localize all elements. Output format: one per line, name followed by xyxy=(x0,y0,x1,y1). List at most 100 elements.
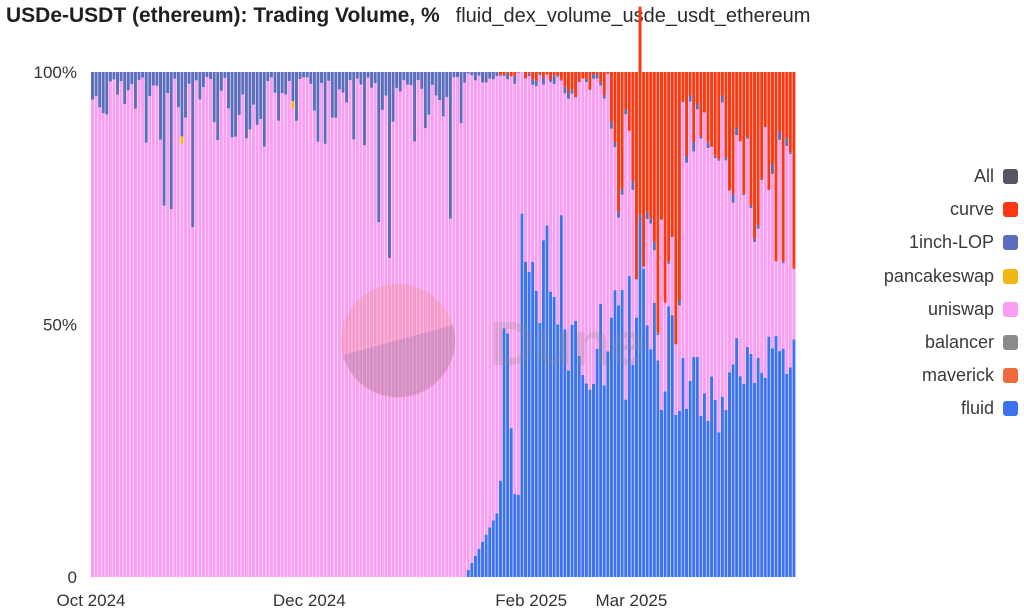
bar-108-1inch-lop xyxy=(477,72,481,76)
bar-81 xyxy=(380,72,384,578)
bar-136-curve xyxy=(577,72,581,82)
legend-item-uniswap[interactable]: uniswap xyxy=(818,293,1018,326)
bar-24-1inch-lop xyxy=(176,72,180,108)
bar-123-uniswap xyxy=(531,84,535,262)
bar-118-1inch-lop xyxy=(513,75,517,84)
bar-51-1inch-lop xyxy=(273,72,277,93)
bar-127 xyxy=(545,72,549,578)
bar-59-uniswap xyxy=(302,77,306,577)
bar-67-1inch-lop xyxy=(330,72,334,118)
bar-83 xyxy=(388,72,392,577)
bar-184-1inch-lop xyxy=(749,204,753,209)
legend-item-curve[interactable]: curve xyxy=(818,193,1018,226)
bar-180-1inch-lop xyxy=(735,127,739,136)
bar-4-1inch-lop xyxy=(105,72,109,115)
bar-110 xyxy=(484,72,488,577)
bar-142-uniswap xyxy=(599,85,603,304)
bar-92-uniswap xyxy=(420,88,424,577)
legend-item-balancer[interactable]: balancer xyxy=(818,326,1018,359)
bar-94 xyxy=(427,72,431,577)
x-tick-label-3: Mar 2025 xyxy=(595,591,667,610)
bar-155-fluid xyxy=(645,325,649,577)
bar-179-fluid xyxy=(731,364,735,577)
bar-108 xyxy=(477,72,481,577)
bar-162-curve xyxy=(670,72,674,237)
bar-7 xyxy=(116,72,120,577)
bar-168-fluid xyxy=(692,356,696,577)
bar-35-1inch-lop xyxy=(216,72,220,141)
bar-168-1inch-lop xyxy=(692,141,696,152)
bar-141-uniswap xyxy=(595,78,599,349)
bar-69-1inch-lop xyxy=(337,72,341,90)
legend-item-all[interactable]: All xyxy=(818,160,1018,193)
bar-111 xyxy=(488,72,492,577)
bar-95-uniswap xyxy=(430,84,434,577)
bar-22-1inch-lop xyxy=(169,72,173,210)
bar-3-1inch-lop xyxy=(101,72,105,114)
bar-185-uniswap xyxy=(753,241,757,383)
bar-78 xyxy=(370,72,374,577)
bar-115-curve xyxy=(502,72,506,76)
legend-item-fluid[interactable]: fluid xyxy=(818,392,1018,425)
bar-147-uniswap xyxy=(617,217,621,306)
bar-190-fluid xyxy=(770,348,774,577)
bar-175-1inch-lop xyxy=(717,159,721,161)
bar-166-curve xyxy=(685,72,689,156)
legend-item-pancakeswap[interactable]: pancakeswap xyxy=(818,260,1018,293)
bar-137-curve xyxy=(581,72,585,79)
bar-194 xyxy=(785,72,789,577)
chart-subtitle: fluid_dex_volume_usde_usdt_ethereum xyxy=(455,5,811,27)
bar-130-uniswap xyxy=(556,76,560,325)
bar-19-uniswap xyxy=(158,139,162,577)
bar-35 xyxy=(216,72,220,577)
y-axis: 0 50% 100% xyxy=(34,63,77,587)
bar-122-uniswap xyxy=(527,76,531,272)
bar-30-uniswap xyxy=(198,99,202,577)
bar-126-fluid xyxy=(541,240,545,577)
legend-swatch xyxy=(1003,268,1018,284)
bar-121-fluid xyxy=(524,261,527,577)
bar-169-uniswap xyxy=(695,109,699,357)
bar-40 xyxy=(234,72,238,578)
bar-114-1inch-lop xyxy=(498,74,502,76)
bar-167-curve xyxy=(688,72,692,96)
bar-137-fluid xyxy=(581,374,585,577)
bar-73-1inch-lop xyxy=(352,72,356,140)
bar-9 xyxy=(123,72,127,577)
bar-189-1inch-lop xyxy=(767,189,771,191)
bar-3-uniswap xyxy=(101,113,105,577)
bar-189 xyxy=(767,72,771,577)
bar-166-fluid xyxy=(685,408,689,577)
bar-28 xyxy=(191,72,195,577)
bar-14 xyxy=(141,72,145,577)
bar-0 xyxy=(91,72,94,577)
bar-151-1inch-lop xyxy=(631,181,635,190)
bar-142-fluid xyxy=(599,303,603,577)
bar-33-1inch-lop xyxy=(209,72,213,80)
legend-item-maverick[interactable]: maverick xyxy=(818,359,1018,392)
bar-55 xyxy=(287,72,291,577)
legend-item-1inch-lop[interactable]: 1inch-LOP xyxy=(818,226,1018,259)
bar-98-1inch-lop xyxy=(441,72,445,117)
bar-150-uniswap xyxy=(627,130,631,277)
bar-102 xyxy=(456,72,460,578)
bar-113-fluid xyxy=(495,513,499,577)
bar-86 xyxy=(398,72,402,578)
bar-164-fluid xyxy=(677,410,681,577)
bar-118-curve xyxy=(513,72,517,76)
bar-130-curve xyxy=(556,72,560,76)
bar-0-1inch-lop xyxy=(91,72,94,100)
bar-20 xyxy=(162,72,166,577)
bar-54-1inch-lop xyxy=(284,72,288,95)
bar-128 xyxy=(549,72,553,577)
bar-181 xyxy=(738,72,742,577)
bar-129-fluid xyxy=(552,296,556,577)
bar-192-curve xyxy=(778,72,782,132)
bar-142-1inch-lop xyxy=(599,82,603,86)
bar-12-1inch-lop xyxy=(133,72,137,109)
bar-185-1inch-lop xyxy=(753,238,757,242)
bar-163-fluid xyxy=(674,415,678,577)
bar-59 xyxy=(302,72,306,577)
bar-101 xyxy=(452,72,456,577)
